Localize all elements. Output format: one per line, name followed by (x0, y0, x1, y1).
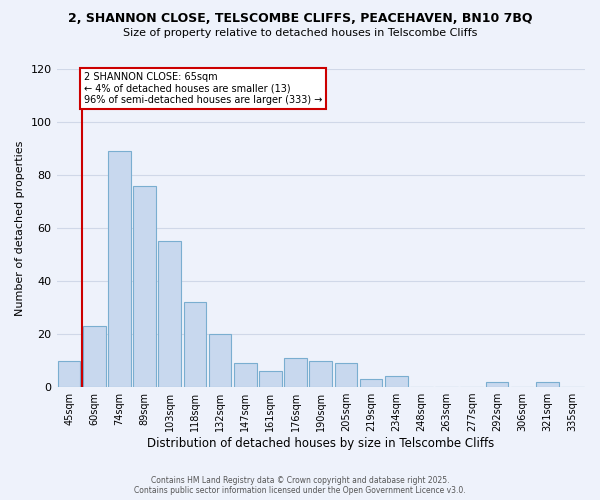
Bar (108, 151, 131, 387)
Bar (58, 360, 80, 387)
X-axis label: Distribution of detached houses by size in Telscombe Cliffs: Distribution of detached houses by size … (147, 437, 494, 450)
Bar (234, 363, 257, 387)
Bar (133, 186, 156, 387)
Text: Size of property relative to detached houses in Telscombe Cliffs: Size of property relative to detached ho… (123, 28, 477, 38)
Y-axis label: Number of detached properties: Number of detached properties (15, 140, 25, 316)
Bar (485, 382, 508, 387)
Text: 2 SHANNON CLOSE: 65sqm
← 4% of detached houses are smaller (13)
96% of semi-deta: 2 SHANNON CLOSE: 65sqm ← 4% of detached … (84, 72, 323, 105)
Bar (536, 382, 559, 387)
Text: Contains HM Land Registry data © Crown copyright and database right 2025.
Contai: Contains HM Land Registry data © Crown c… (134, 476, 466, 495)
Bar (259, 371, 282, 387)
Bar (284, 358, 307, 387)
Bar (209, 334, 232, 387)
Bar (335, 363, 357, 387)
Bar (385, 376, 407, 387)
Bar (360, 379, 382, 387)
Bar (184, 302, 206, 387)
Bar (310, 360, 332, 387)
Bar (158, 242, 181, 387)
Bar (83, 326, 106, 387)
Text: 2, SHANNON CLOSE, TELSCOMBE CLIFFS, PEACEHAVEN, BN10 7BQ: 2, SHANNON CLOSE, TELSCOMBE CLIFFS, PEAC… (68, 12, 532, 26)
